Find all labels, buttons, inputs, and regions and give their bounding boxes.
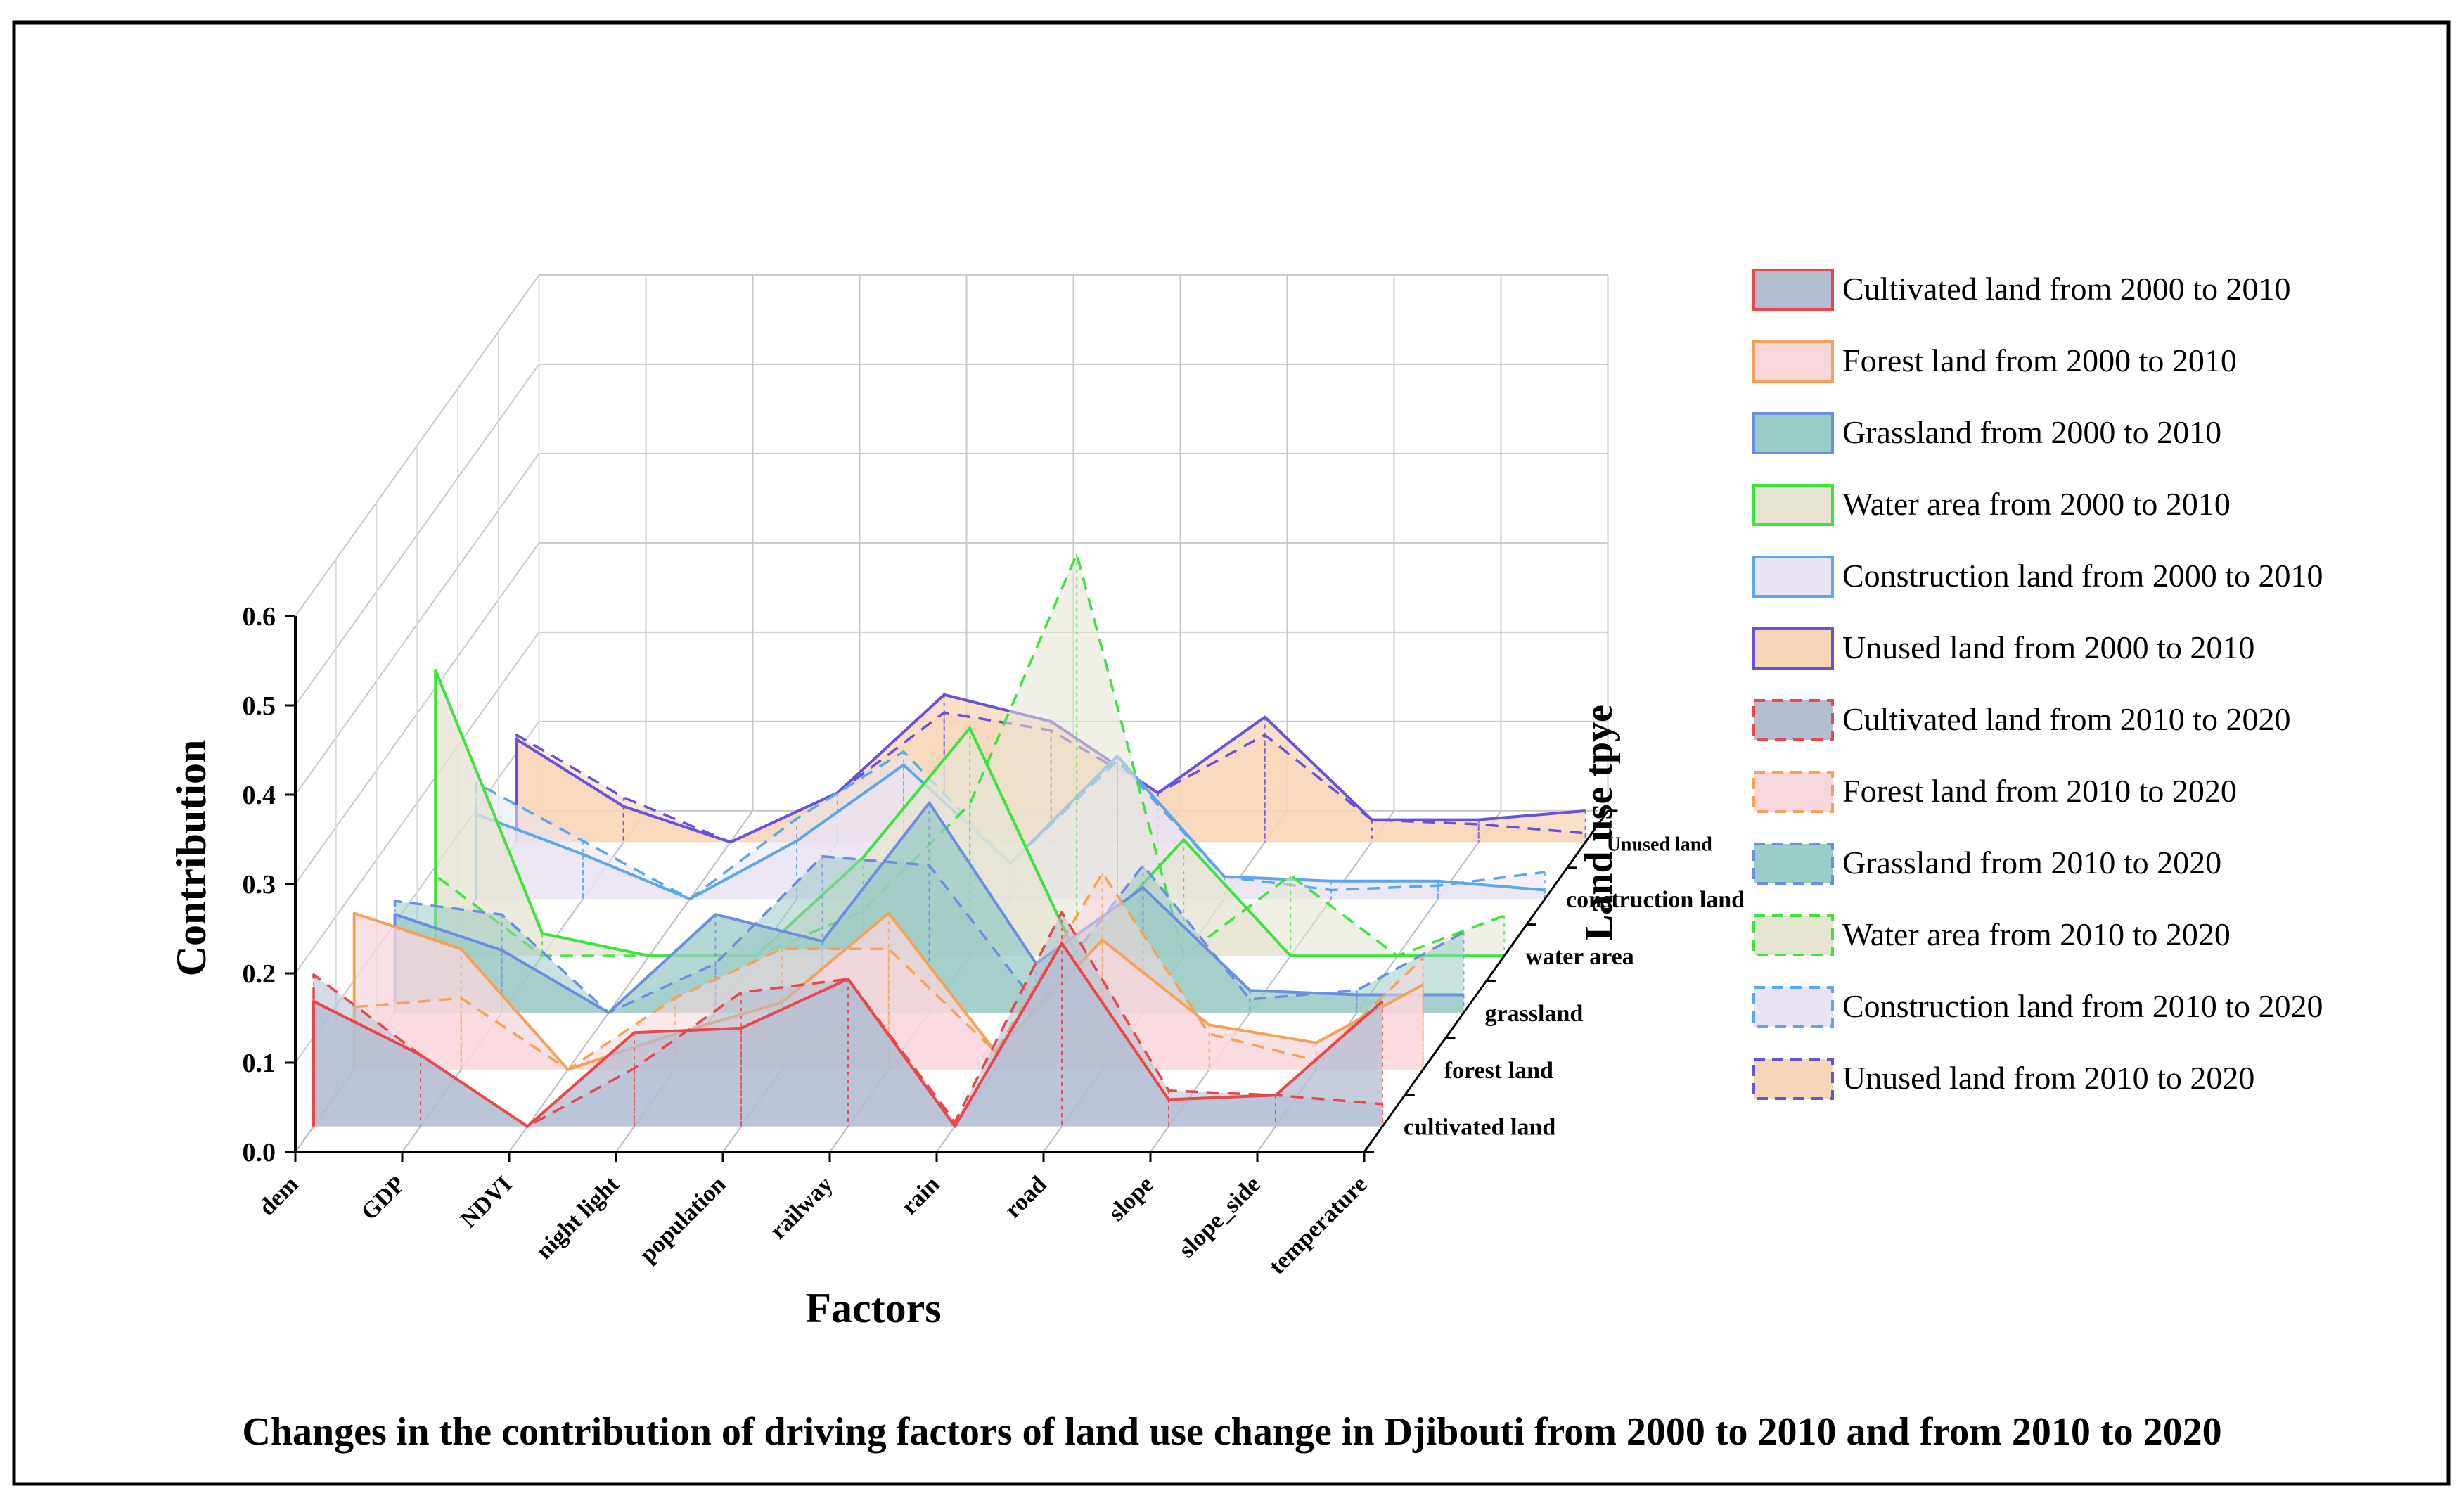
y-tick-label: 0.1 [243, 1049, 276, 1078]
layer-label-water-area: water area [1525, 944, 1634, 970]
legend-label: Water area from 2000 to 2010 [1842, 486, 2231, 522]
layer-label-unused-land: Unused land [1607, 833, 1713, 855]
line-cultivated-land-2010-2020 [312, 911, 1383, 1128]
y-axis-title: Contribution [168, 740, 214, 977]
legend-swatch [1752, 556, 1834, 598]
layer-label-construction-land: construction land [1566, 887, 1745, 913]
legend-swatch [1752, 914, 1834, 956]
legend-swatch [1752, 484, 1834, 526]
chart-title: Changes in the contribution of driving f… [242, 1410, 2221, 1454]
x-axis-title: Factors [805, 1285, 941, 1331]
legend-label: Grassland from 2000 to 2010 [1842, 414, 2221, 450]
depth-axis-line [1363, 810, 1609, 1153]
legend-label: Construction land from 2000 to 2010 [1842, 558, 2323, 594]
line-water-area-2000-2010 [434, 668, 1505, 958]
legend-swatch [1752, 627, 1834, 670]
area-forest-land-2010-2020 [354, 873, 1423, 1070]
series-layer [312, 552, 1586, 1128]
legend-swatch [1752, 771, 1834, 813]
legend-label: Cultivated land from 2000 to 2010 [1842, 271, 2291, 307]
y-tick-label: 0.3 [243, 870, 276, 900]
y-tick-label: 0.6 [243, 602, 276, 632]
legend-label: Forest land from 2010 to 2020 [1842, 773, 2237, 809]
legend-label: Forest land from 2000 to 2010 [1842, 343, 2237, 378]
y-tick-label: 0.5 [243, 691, 276, 721]
line-unused-land-2010-2020 [515, 711, 1586, 844]
legend: Cultivated land from 2000 to 2010 Forest … [1752, 269, 2323, 1100]
legend-swatch [1752, 843, 1834, 885]
line-forest-land-2000-2010 [352, 911, 1424, 1071]
y-tick-label: 0.4 [243, 781, 276, 810]
z-axis-title: Land use tpye [1577, 705, 1621, 941]
y-tick-label: 0.0 [243, 1138, 276, 1167]
legend-swatch [1752, 1058, 1834, 1100]
legend-swatch [1752, 340, 1834, 383]
area-construction-land-2010-2020 [476, 751, 1545, 900]
legend-swatch [1752, 269, 1834, 311]
legend-label: Grassland from 2010 to 2020 [1842, 845, 2221, 881]
legend-label: Unused land from 2000 to 2010 [1842, 629, 2254, 665]
line-cultivated-land-2000-2010 [312, 942, 1384, 1128]
line-grassland-2010-2020 [393, 854, 1465, 1014]
legend-label: Construction land from 2010 to 2020 [1842, 988, 2323, 1024]
legend-label: Cultivated land from 2010 to 2020 [1842, 701, 2291, 737]
line-grassland-2000-2010 [393, 801, 1464, 1014]
grid-line-floor [508, 810, 754, 1153]
line-forest-land-2010-2020 [352, 871, 1424, 1071]
legend-label: Water area from 2010 to 2020 [1842, 916, 2231, 952]
legend-swatch [1752, 412, 1834, 454]
y-tick-label: 0.2 [243, 959, 276, 989]
legend-swatch [1752, 986, 1834, 1028]
layer-label-grassland: grassland [1485, 1001, 1584, 1027]
layer-label-cultivated-land: cultivated land [1404, 1115, 1555, 1141]
legend-swatch [1752, 699, 1834, 741]
layer-label-forest-land: forest land [1444, 1058, 1553, 1084]
legend-label: Unused land from 2010 to 2020 [1842, 1060, 2254, 1096]
